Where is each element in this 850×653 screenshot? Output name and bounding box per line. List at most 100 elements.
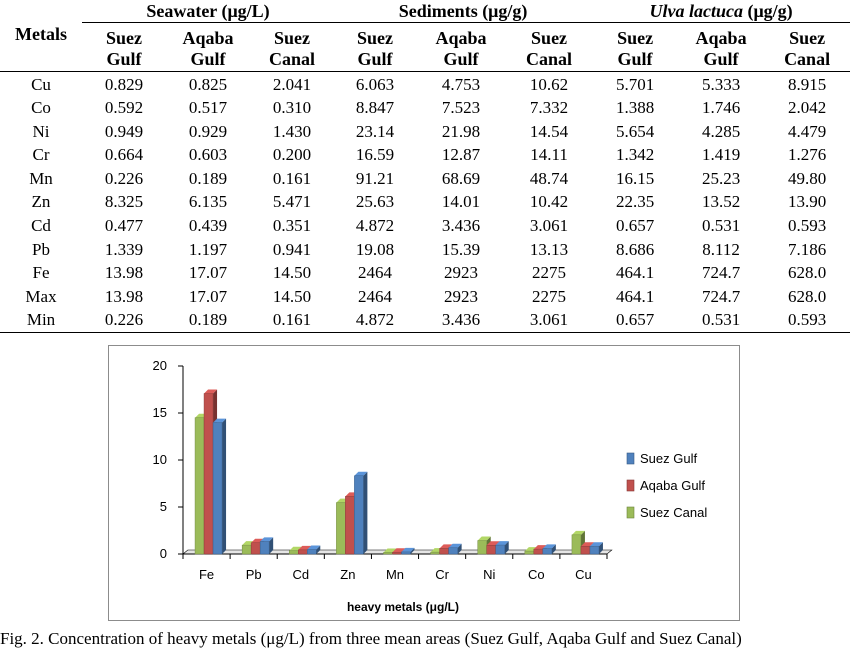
bar-aqaba-gulf <box>533 548 544 555</box>
value-cell: 0.161 <box>272 168 312 188</box>
column-header-line1: Aqaba <box>695 27 747 48</box>
column-header-line2: Canal <box>526 48 573 69</box>
table-row: Pb 1.339 1.197 0.941 19.08 15.39 13.13 8.686 8.1… <box>0 238 850 262</box>
value-cell: 1.197 <box>188 239 228 259</box>
value-cell: 14.54 <box>529 121 569 141</box>
bar-aqaba-gulf <box>392 551 402 555</box>
bar-side-face <box>457 543 462 554</box>
value-cell: 0.226 <box>104 168 144 188</box>
x-tick-label: Mn <box>386 567 404 582</box>
bar-chart: 0 5 10 15 20 Fe Pb Cd Zn Mn Cr Ni Co Cu heavy metals (… <box>153 358 708 614</box>
bar-top-face <box>542 544 556 549</box>
bar-suez-gulf <box>401 551 411 555</box>
column-header: Aqaba Gulf <box>416 22 507 72</box>
column-header: Suez Gulf <box>334 22 417 72</box>
value-cell: 4.753 <box>441 74 481 94</box>
value-cell: 0.200 <box>272 145 312 165</box>
value-cell: 15.39 <box>441 239 481 259</box>
value-cell: 0.829 <box>104 74 144 94</box>
value-cell: 68.69 <box>441 168 481 188</box>
corner-cell <box>0 0 82 23</box>
column-header: Suez Canal <box>506 22 593 72</box>
value-cell: 3.436 <box>441 216 481 236</box>
column-header: Suez Gulf <box>592 22 679 72</box>
metal-name-cell: Min <box>0 308 82 334</box>
value-cell: 464.1 <box>615 263 655 283</box>
value-cell: 14.50 <box>272 263 312 283</box>
value-cell: 21.98 <box>441 121 481 141</box>
value-cell: 49.80 <box>787 168 827 188</box>
bar-side-face <box>598 542 603 554</box>
value-cell: 1.746 <box>701 98 741 118</box>
bar-top-face <box>204 389 218 394</box>
column-header: Aqaba Gulf <box>166 22 250 72</box>
metal-name-cell: Co <box>31 98 51 118</box>
value-cell: 13.13 <box>529 239 569 259</box>
table-row: Cr 0.664 0.603 0.200 16.59 12.87 14.11 1.342 1.4… <box>0 143 850 167</box>
x-tick-label: Ni <box>483 567 495 582</box>
value-cell: 2.041 <box>272 74 312 94</box>
bar-top-face <box>580 542 594 547</box>
value-cell: 0.531 <box>678 308 765 334</box>
bar-side-face <box>504 541 509 554</box>
value-cell: 19.08 <box>355 239 395 259</box>
column-header-line1: Suez <box>106 27 142 48</box>
bar-side-face <box>269 537 274 554</box>
value-cell: 0.593 <box>764 308 850 334</box>
y-tick-label: 15 <box>153 405 167 420</box>
group-header-ulva-species: Ulva lactuca <box>649 0 743 21</box>
bar-top-face <box>571 530 585 535</box>
value-cell: 0.592 <box>104 98 144 118</box>
bar-suez-gulf <box>448 547 458 555</box>
y-tick-label: 20 <box>153 358 167 373</box>
bar-side-face <box>222 418 227 554</box>
bar-suez-gulf <box>542 548 553 555</box>
value-cell: 0.310 <box>272 98 312 118</box>
value-cell: 5.471 <box>272 192 312 212</box>
value-cell: 17.07 <box>188 286 228 306</box>
value-cell: 0.351 <box>272 216 312 236</box>
legend-swatch <box>626 506 635 519</box>
value-cell: 0.949 <box>104 121 144 141</box>
value-cell: 724.7 <box>701 263 741 283</box>
column-header-line1: Suez <box>617 27 654 48</box>
value-cell: 4.872 <box>334 308 417 334</box>
table-row: Cu 0.829 0.825 2.041 6.063 4.753 10.62 5.701 5.3… <box>0 71 850 96</box>
value-cell: 3.061 <box>506 308 593 334</box>
value-cell: 628.0 <box>787 286 827 306</box>
value-cell: 1.342 <box>615 145 655 165</box>
bar-top-face <box>495 541 509 546</box>
y-tick-label: 5 <box>160 499 167 514</box>
value-cell: 6.063 <box>355 74 395 94</box>
column-header: Suez Canal <box>250 22 335 72</box>
column-header-row: Metals Suez Gulf Aqaba Gulf Suez Canal Suez Gul… <box>0 22 850 72</box>
bar-side-face <box>316 545 321 554</box>
bar-suez-canal <box>336 502 346 555</box>
value-cell: 2923 <box>444 263 479 283</box>
value-cell: 0.657 <box>615 216 655 236</box>
value-cell: 0.657 <box>592 308 679 334</box>
value-cell: 13.90 <box>787 192 827 212</box>
table-row: Co 0.592 0.517 0.310 8.847 7.523 7.332 1.388 1.7… <box>0 96 850 120</box>
value-cell: 1.430 <box>272 121 312 141</box>
bar-aqaba-gulf <box>250 542 261 555</box>
bar-suez-canal <box>194 417 205 555</box>
metal-name-cell: Pb <box>32 239 50 259</box>
value-cell: 25.23 <box>701 168 741 188</box>
legend-label: Suez Gulf <box>640 451 697 466</box>
table-row: Mn 0.226 0.189 0.161 91.21 68.69 48.74 16.15 25.… <box>0 167 850 191</box>
column-header-line1: Suez <box>274 27 311 48</box>
value-cell: 1.419 <box>701 145 741 165</box>
bar-suez-canal <box>430 551 440 555</box>
value-cell: 1.388 <box>615 98 655 118</box>
value-cell: 464.1 <box>615 286 655 306</box>
value-cell: 0.603 <box>188 145 228 165</box>
bar-suez-gulf <box>212 422 223 555</box>
figure-caption: Fig. 2. Concentration of heavy metals (μ… <box>0 629 742 648</box>
table-row: Max 13.98 17.07 14.50 2464 2923 2275 464.1 724.7… <box>0 285 850 309</box>
bar-aqaba-gulf <box>298 549 308 555</box>
value-cell: 8.112 <box>702 239 740 259</box>
column-header-line2: Canal <box>784 48 831 69</box>
bar-top-face <box>260 537 274 542</box>
column-header-line1: Suez <box>531 27 568 48</box>
